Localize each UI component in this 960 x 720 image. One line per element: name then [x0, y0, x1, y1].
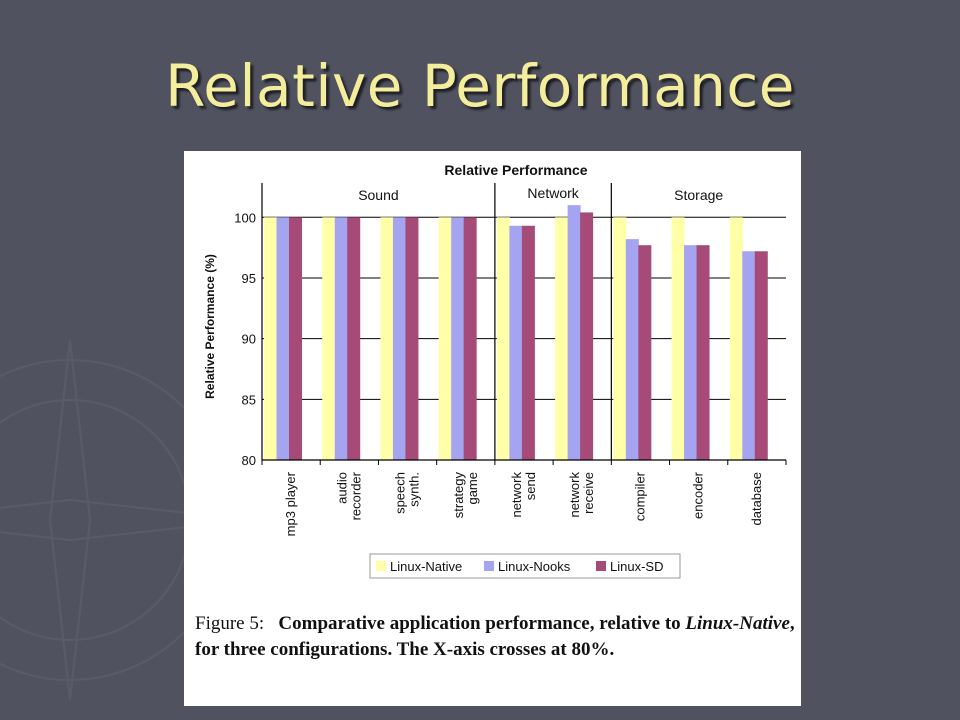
bar	[405, 217, 419, 460]
x-tick-label-line: synth.	[407, 472, 422, 507]
x-tick-label: database	[749, 472, 764, 526]
bar	[380, 217, 394, 460]
chart-title: Relative Performance	[444, 162, 587, 178]
bar	[671, 217, 685, 460]
y-tick-label: 95	[242, 271, 256, 286]
x-tick-label-line: compiler	[632, 471, 647, 521]
y-tick-label: 85	[242, 392, 256, 407]
bar	[392, 217, 406, 460]
bar	[684, 245, 698, 460]
y-tick-label: 80	[242, 453, 256, 468]
bar	[580, 212, 594, 460]
legend-label: Linux-Nooks	[498, 559, 571, 574]
x-tick-label: speechsynth.	[393, 472, 422, 514]
caption-text-1: Comparative application performance, rel…	[278, 613, 681, 634]
legend-swatch	[376, 561, 386, 571]
bar	[509, 225, 523, 460]
bar	[438, 217, 452, 460]
legend-label: Linux-SD	[610, 559, 663, 574]
bar	[521, 225, 535, 460]
bar	[742, 251, 756, 460]
bar	[264, 217, 277, 460]
bar	[496, 217, 510, 460]
bar	[625, 239, 639, 460]
x-tick-label: encoder	[691, 471, 706, 519]
figure-caption: Figure 5: Comparative application perfor…	[195, 611, 795, 663]
figure-panel: Relative Performance 80 85 90 95 100 Relative …	[184, 151, 801, 706]
x-tick-label-line: recorder	[348, 471, 363, 520]
group-label: Network	[527, 185, 579, 201]
y-tick-label: 90	[242, 332, 256, 347]
x-tick-label-line: audio	[334, 472, 349, 504]
group-label: Storage	[674, 187, 723, 203]
bar	[451, 217, 465, 460]
x-tick-label-line: network	[509, 472, 524, 518]
caption-emphasis: Linux-Native	[685, 613, 790, 634]
x-tick-label-line: send	[523, 472, 538, 500]
caption-text-2: , for three configurations. The X-axis c…	[195, 613, 795, 660]
x-tick-label-line: database	[749, 472, 764, 526]
x-tick-label-line: strategy	[451, 472, 466, 519]
x-tick-label: strategygame	[451, 472, 480, 519]
x-tick-label-line: speech	[393, 472, 408, 514]
y-axis-label: Relative Performance (%)	[203, 254, 217, 399]
group-label: Sound	[358, 187, 398, 203]
x-tick-label-line: mp3 player	[283, 471, 298, 536]
bar	[555, 217, 569, 460]
x-tick-label-line: encoder	[691, 471, 706, 519]
x-tick-label: networksend	[509, 472, 538, 518]
y-tick-label: 100	[234, 210, 256, 225]
bar	[754, 251, 768, 460]
bar	[322, 217, 336, 460]
slide-title: Relative Performance	[165, 52, 795, 120]
bar	[463, 217, 477, 460]
caption-figure-label: Figure 5:	[195, 613, 265, 634]
bar	[289, 217, 302, 460]
legend-box	[369, 553, 681, 579]
bar-chart: Relative Performance 80 85 90 95 100 Relative …	[203, 162, 787, 579]
bar	[567, 205, 581, 460]
bar	[613, 217, 627, 460]
bar	[276, 217, 290, 460]
x-tick-label: audiorecorder	[334, 471, 363, 520]
x-tick-label: networkreceive	[567, 472, 596, 518]
x-tick-label-line: game	[465, 472, 480, 505]
bar	[334, 217, 348, 460]
bar	[729, 217, 743, 460]
bar	[638, 245, 652, 460]
legend-swatch	[596, 561, 606, 571]
bar	[696, 245, 710, 460]
x-tick-label: mp3 player	[283, 471, 298, 536]
bar	[347, 217, 361, 460]
x-tick-label-line: network	[567, 472, 582, 518]
x-tick-label-line: receive	[581, 472, 596, 514]
legend-label: Linux-Native	[390, 559, 462, 574]
x-tick-label: compiler	[632, 471, 647, 521]
legend-swatch	[484, 561, 494, 571]
